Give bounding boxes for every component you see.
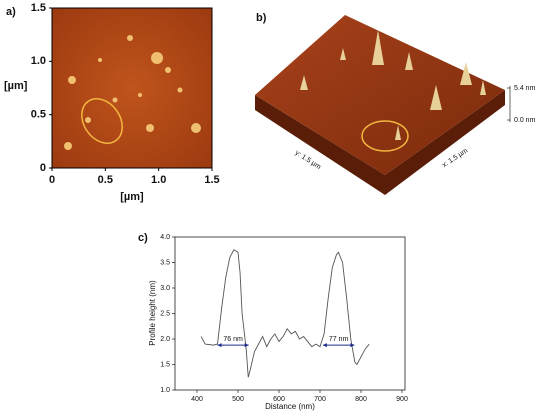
x-axis-label: x: 1.5 µm xyxy=(441,147,469,169)
afm-image xyxy=(52,8,212,168)
y-tick-label: 0 xyxy=(40,162,46,174)
surface-side xyxy=(255,90,505,195)
grains xyxy=(64,35,201,150)
y-tick-label: 1.5 xyxy=(31,2,46,14)
plot-frame xyxy=(174,236,406,391)
highlight-ellipse xyxy=(361,120,409,152)
x-axis-label: [µm] xyxy=(120,191,144,203)
z-tick-label: 5.4 nm xyxy=(514,85,536,92)
y-tick-label: 0.5 xyxy=(31,109,46,121)
surface xyxy=(255,15,505,175)
z-tick-label: 0.0 nm xyxy=(514,117,536,124)
y-tick-label: 2.5 xyxy=(160,310,170,317)
y-tick-label: 3.0 xyxy=(160,285,170,292)
x-tick-label: 1.0 xyxy=(151,174,166,186)
highlight-ellipse xyxy=(81,98,123,144)
y-tick-label: 4.0 xyxy=(160,234,170,241)
panel-label: a) xyxy=(6,6,16,18)
x-tick-label: 400 xyxy=(191,396,203,403)
x-tick-label: 1.5 xyxy=(204,174,219,186)
annotation: 77 nm xyxy=(329,336,349,343)
y-tick-label: 1.5 xyxy=(160,361,170,368)
peaks xyxy=(300,30,486,140)
x-tick-label: 0 xyxy=(49,174,55,186)
x-tick-label: 500 xyxy=(232,396,244,403)
annotation: 76 nm xyxy=(223,336,243,343)
panel-label: b) xyxy=(256,12,267,24)
x-tick-label: 600 xyxy=(273,396,285,403)
x-tick-label: 700 xyxy=(314,396,326,403)
y-axis-label: Profile height (nm) xyxy=(148,280,157,346)
y-axis-label: [µm] xyxy=(4,80,28,92)
x-axis-label: Distance (nm) xyxy=(265,402,315,411)
frame xyxy=(51,7,213,169)
x-tick-label: 800 xyxy=(355,396,367,403)
x-tick-label: 0.5 xyxy=(98,174,113,186)
profile-line xyxy=(200,249,370,378)
x-tick-label: 900 xyxy=(396,396,408,403)
y-tick-label: 1.0 xyxy=(31,55,46,67)
y-tick-label: 2.0 xyxy=(160,336,170,343)
y-axis-label: y: 1.5 µm xyxy=(294,149,322,171)
panel-label: c) xyxy=(138,232,148,244)
y-tick-label: 3.5 xyxy=(160,259,170,266)
y-tick-label: 1.0 xyxy=(160,387,170,394)
